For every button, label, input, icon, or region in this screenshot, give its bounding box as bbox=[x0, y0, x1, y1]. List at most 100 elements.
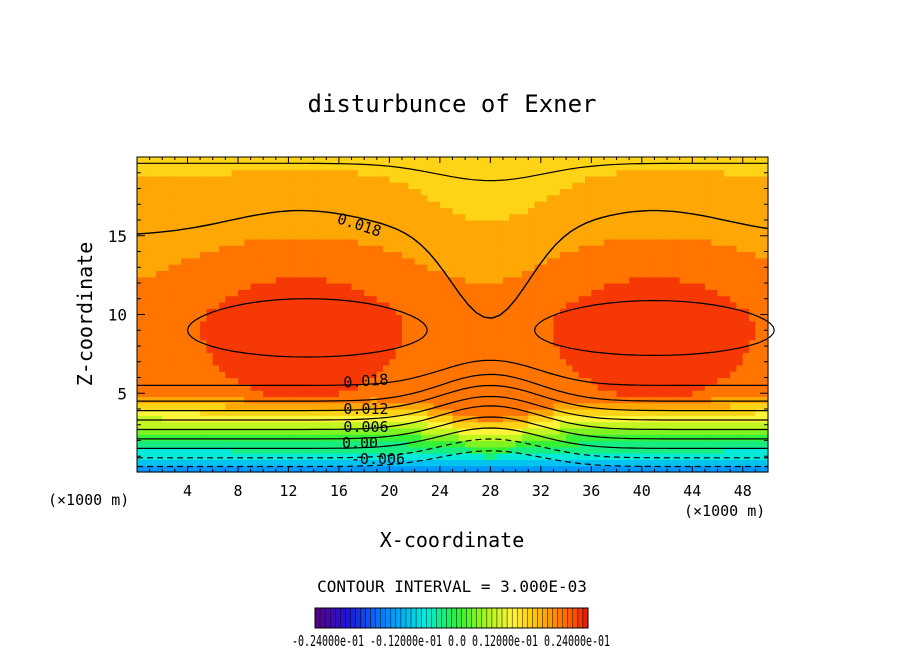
field-cell bbox=[231, 308, 239, 316]
field-cell bbox=[553, 188, 561, 196]
field-cell bbox=[635, 264, 643, 271]
field-cell bbox=[730, 465, 738, 473]
field-cell bbox=[244, 257, 252, 265]
field-cell bbox=[761, 314, 769, 322]
field-cell bbox=[660, 390, 668, 397]
field-cell bbox=[338, 396, 346, 404]
field-cell bbox=[547, 390, 555, 397]
field-cell bbox=[420, 427, 428, 435]
field-cell bbox=[307, 201, 315, 208]
field-cell bbox=[528, 276, 536, 284]
field-cell bbox=[433, 339, 441, 347]
field-cell bbox=[256, 295, 264, 303]
field-cell bbox=[326, 352, 334, 360]
field-cell bbox=[256, 207, 264, 215]
field-cell bbox=[433, 421, 441, 429]
field-cell bbox=[332, 327, 340, 334]
field-cell bbox=[667, 295, 674, 303]
field-cell bbox=[275, 270, 283, 278]
field-cell bbox=[143, 220, 151, 227]
field-cell bbox=[244, 339, 252, 347]
field-cell bbox=[168, 453, 176, 460]
field-cell bbox=[648, 396, 656, 404]
field-cell bbox=[332, 415, 340, 423]
field-cell bbox=[761, 434, 769, 442]
field-cell bbox=[591, 163, 599, 171]
field-cell bbox=[414, 421, 422, 429]
field-cell bbox=[187, 434, 195, 442]
field-cell bbox=[212, 465, 220, 473]
field-cell bbox=[540, 194, 548, 202]
field-cell bbox=[591, 213, 599, 221]
field-cell bbox=[679, 415, 687, 423]
field-cell bbox=[603, 346, 611, 353]
field-cell bbox=[143, 383, 151, 391]
field-cell bbox=[231, 276, 239, 284]
field-cell bbox=[452, 346, 460, 353]
field-cell bbox=[547, 440, 555, 448]
field-cell bbox=[502, 163, 510, 171]
field-cell bbox=[326, 289, 334, 297]
field-cell bbox=[357, 440, 365, 448]
field-cell bbox=[383, 194, 390, 202]
field-cell bbox=[622, 446, 630, 454]
field-cell bbox=[660, 220, 668, 227]
field-cell bbox=[477, 320, 485, 328]
field-cell bbox=[736, 459, 744, 467]
field-cell bbox=[433, 333, 441, 341]
field-cell bbox=[603, 188, 611, 196]
field-cell bbox=[711, 175, 719, 183]
field-cell bbox=[698, 415, 706, 423]
field-cell bbox=[452, 308, 460, 316]
field-cell bbox=[439, 201, 447, 208]
field-cell bbox=[408, 453, 416, 460]
field-cell bbox=[181, 194, 189, 202]
field-cell bbox=[319, 194, 327, 202]
field-cell bbox=[256, 346, 264, 353]
field-cell bbox=[641, 251, 649, 259]
field-cell bbox=[162, 446, 170, 454]
field-cell bbox=[225, 427, 233, 435]
field-cell bbox=[263, 264, 271, 271]
field-cell bbox=[307, 188, 315, 196]
field-cell bbox=[301, 308, 308, 316]
field-cell bbox=[193, 377, 201, 385]
field-cell bbox=[307, 459, 315, 467]
field-cell bbox=[269, 434, 277, 442]
field-cell bbox=[452, 245, 460, 253]
field-cell bbox=[477, 289, 485, 297]
field-cell bbox=[761, 251, 769, 259]
field-cell bbox=[698, 427, 706, 435]
field-cell bbox=[408, 270, 416, 278]
field-cell bbox=[446, 220, 454, 227]
field-cell bbox=[654, 226, 662, 234]
field-cell bbox=[484, 182, 491, 190]
field-cell bbox=[294, 409, 302, 416]
field-cell bbox=[755, 364, 763, 372]
field-cell bbox=[433, 245, 441, 253]
field-cell bbox=[212, 226, 220, 234]
field-cell bbox=[326, 415, 334, 423]
field-cell bbox=[193, 446, 201, 454]
field-cell bbox=[484, 175, 491, 183]
field-cell bbox=[755, 352, 763, 360]
field-cell bbox=[294, 377, 302, 385]
field-cell bbox=[622, 264, 630, 271]
field-cell bbox=[610, 339, 618, 347]
field-cell bbox=[181, 434, 189, 442]
field-cell bbox=[376, 409, 384, 416]
field-cell bbox=[654, 364, 662, 372]
field-cell bbox=[749, 276, 756, 284]
field-cell bbox=[301, 427, 308, 435]
field-cell bbox=[572, 289, 580, 297]
field-cell bbox=[566, 352, 573, 360]
field-cell bbox=[256, 251, 264, 259]
field-cell bbox=[585, 301, 592, 309]
field-cell bbox=[263, 364, 271, 372]
field-cell bbox=[219, 427, 226, 435]
field-cell bbox=[648, 427, 656, 435]
field-cell bbox=[547, 157, 555, 164]
field-cell bbox=[193, 182, 201, 190]
field-cell bbox=[137, 427, 144, 435]
field-cell bbox=[742, 220, 750, 227]
